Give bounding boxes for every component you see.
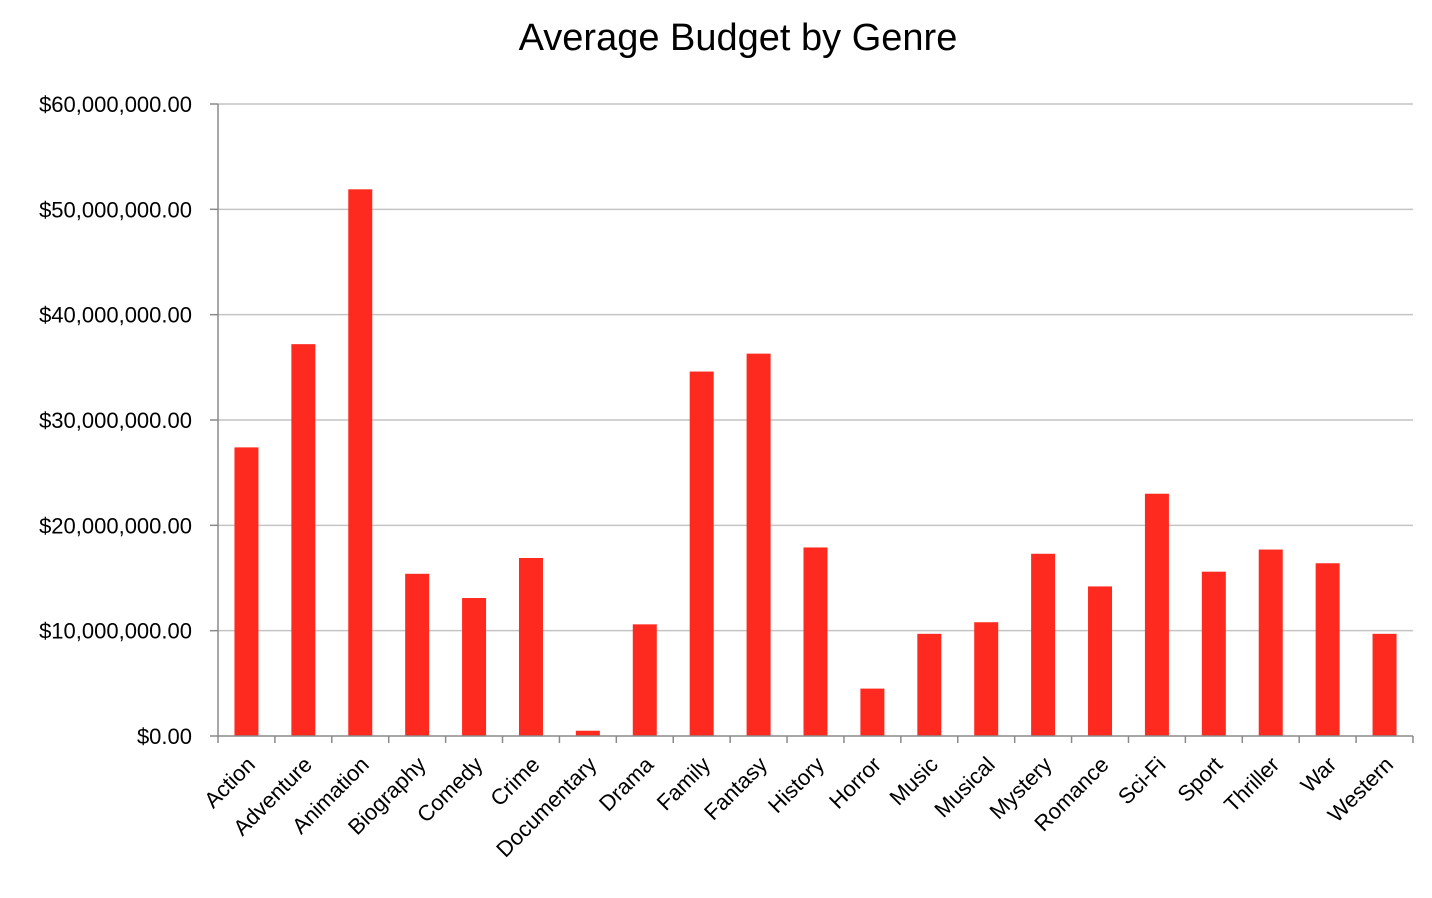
bar-musical (974, 622, 999, 736)
y-tick-label: $60,000,000.00 (39, 92, 192, 117)
bar-crime (518, 557, 543, 736)
x-tick-label: Horror (824, 752, 886, 814)
bar-western (1372, 633, 1397, 736)
x-tick-label: Sci-Fi (1113, 752, 1170, 809)
bar-comedy (462, 598, 487, 736)
y-tick-label: $40,000,000.00 (39, 303, 192, 328)
x-tick-label: Thriller (1219, 752, 1284, 817)
bar-sport (1201, 571, 1226, 736)
bar-drama (632, 624, 657, 736)
bar-romance (1088, 586, 1113, 736)
x-tick-label: Fantasy (699, 752, 772, 825)
chart-title: Average Budget by Genre (519, 17, 958, 59)
x-axis: ActionAdventureAnimationBiographyComedyC… (199, 735, 1414, 862)
bar-music (917, 633, 942, 736)
bar-horror (860, 688, 885, 736)
bar-war (1315, 563, 1340, 736)
bar-family (689, 371, 714, 736)
y-tick-label: $20,000,000.00 (39, 513, 192, 538)
bar-adventure (291, 344, 316, 736)
y-tick-label: $10,000,000.00 (39, 619, 192, 644)
bar-biography (405, 573, 430, 736)
x-tick-label: Drama (594, 751, 659, 816)
bar-action (234, 447, 259, 736)
x-tick-label: Documentary (491, 752, 601, 862)
bar-documentary (575, 730, 600, 736)
bar-animation (348, 189, 373, 736)
bar-mystery (1031, 553, 1056, 736)
y-tick-label: $0.00 (137, 724, 192, 749)
bar-history (803, 547, 828, 736)
x-tick-label: War (1296, 752, 1342, 798)
y-tick-label: $50,000,000.00 (39, 197, 192, 222)
x-tick-label: History (763, 752, 829, 818)
bar-sci-fi (1144, 493, 1169, 736)
y-axis: $0.00 $10,000,000.00 $20,000,000.00 $30,000… (39, 92, 219, 749)
bar-fantasy (746, 353, 771, 736)
bars (234, 189, 1397, 736)
y-tick-label: $30,000,000.00 (39, 408, 192, 433)
bar-thriller (1258, 549, 1283, 736)
